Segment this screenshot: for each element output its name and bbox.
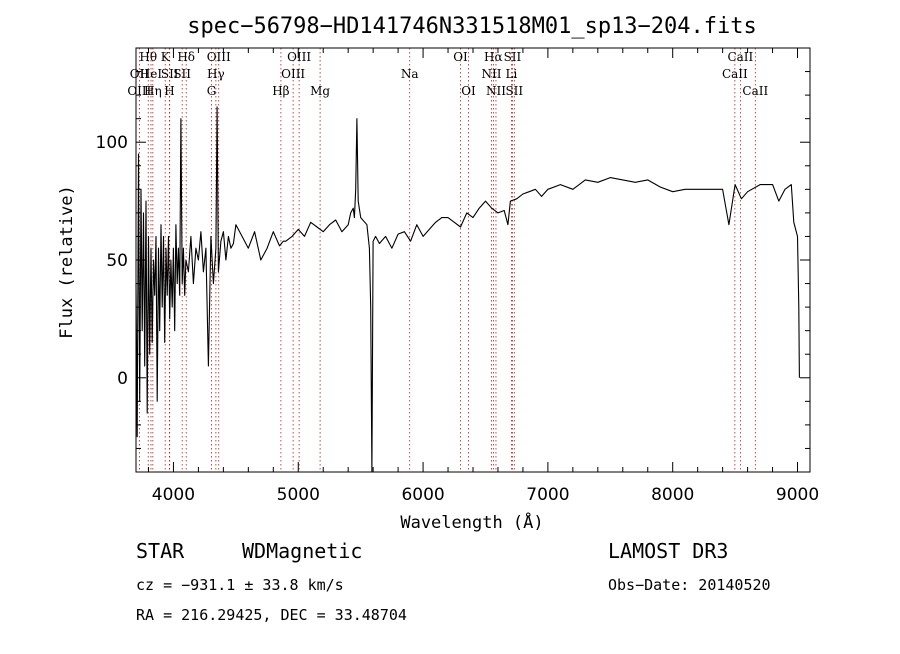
line-label-8: Hδ xyxy=(177,50,195,64)
line-label-25: SII xyxy=(505,84,523,98)
line-label-28: CaII xyxy=(742,84,768,98)
x-tick-label-6000: 6000 xyxy=(401,485,444,505)
line-label-7: H xyxy=(164,84,174,98)
line-label-0: OII xyxy=(130,67,150,81)
x-axis-label: Wavelength (Å) xyxy=(400,511,543,533)
line-label-2: Hθ xyxy=(139,50,157,64)
line-label-14: OIII xyxy=(281,67,305,81)
y-tick-label-100: 100 xyxy=(96,133,128,153)
x-tick-label-4000: 4000 xyxy=(152,485,195,505)
line-label-27: CaII xyxy=(722,67,748,81)
spectral-line-markers xyxy=(138,48,756,472)
line-label-15: Hβ xyxy=(272,84,289,98)
y-tick-label-0: 0 xyxy=(117,369,128,389)
line-label-20: Hα xyxy=(484,50,503,64)
line-label-18: OI xyxy=(453,50,468,64)
y-tick-label-50: 50 xyxy=(106,251,128,271)
line-label-17: Na xyxy=(401,67,419,81)
survey-name: LAMOST DR3 xyxy=(608,539,728,563)
spectral-line-labels: OIIOIIIHθHeIHηKSIIHHδSIIOIIIHγGOIIIOIIIH… xyxy=(127,50,768,98)
line-label-23: Li xyxy=(506,67,518,81)
object-class: STAR xyxy=(136,539,185,563)
x-axis-ticks: 4000 5000 6000 7000 8000 9000 xyxy=(147,48,819,505)
redshift-cz: cz = −931.1 ± 33.8 km/s xyxy=(136,576,344,594)
y-axis-label: Flux (relative) xyxy=(57,185,77,339)
line-label-24: NII xyxy=(486,84,506,98)
line-label-12: G xyxy=(207,84,217,98)
line-label-5: K xyxy=(161,50,171,64)
line-label-21: SII xyxy=(504,50,522,64)
line-label-22: NII xyxy=(481,67,501,81)
line-label-11: Hγ xyxy=(207,67,225,81)
observation-date: Obs−Date: 20140520 xyxy=(608,576,771,594)
line-label-10: OIII xyxy=(207,50,231,64)
x-tick-label-7000: 7000 xyxy=(526,485,569,505)
object-subclass: WDMagnetic xyxy=(242,539,362,563)
plot-frame xyxy=(135,47,811,473)
line-label-9: SII xyxy=(173,67,191,81)
coordinates: RA = 216.29425, DEC = 33.48704 xyxy=(136,606,407,624)
line-label-26: CaII xyxy=(727,50,753,64)
line-label-13: OIII xyxy=(287,50,311,64)
line-label-6: SII xyxy=(161,67,179,81)
line-label-4: Hη xyxy=(144,84,162,98)
spectrum-line xyxy=(135,106,800,473)
x-tick-label-8000: 8000 xyxy=(651,485,694,505)
line-label-3: HeI xyxy=(140,67,163,81)
y-axis-ticks: 0 50 100 xyxy=(96,47,810,473)
x-tick-label-9000: 9000 xyxy=(776,485,819,505)
line-label-19: OI xyxy=(461,84,476,98)
line-label-1: OIII xyxy=(127,84,151,98)
x-tick-label-5000: 5000 xyxy=(277,485,320,505)
line-label-16: Mg xyxy=(310,84,330,98)
chart-title: spec−56798−HD141746N331518M01_sp13−204.f… xyxy=(187,14,757,39)
